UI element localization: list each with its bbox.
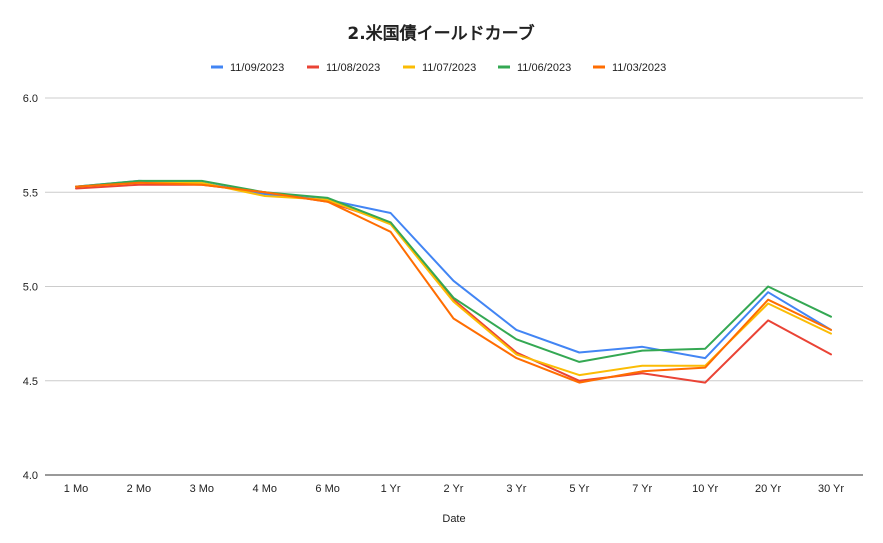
x-tick-label: 20 Yr — [755, 483, 781, 495]
y-tick-label: 4.0 — [23, 470, 38, 482]
y-tick-label: 5.0 — [23, 282, 38, 294]
legend-label: 11/09/2023 — [230, 62, 284, 74]
y-tick-label: 4.5 — [23, 376, 38, 388]
x-tick-label: 30 Yr — [818, 483, 844, 495]
x-tick-label: 1 Mo — [64, 483, 88, 495]
x-tick-label: 2 Yr — [444, 483, 464, 495]
gridlines — [45, 97, 863, 476]
series-lines — [75, 179, 832, 384]
legend: 11/09/2023 11/08/2023 11/07/2023 11/06/2023… — [211, 62, 666, 74]
x-tick-label: 5 Yr — [569, 483, 589, 495]
x-tick-label: 3 Mo — [190, 483, 214, 495]
legend-item: 11/09/2023 — [211, 62, 284, 74]
legend-label: 11/06/2023 — [517, 62, 571, 74]
x-axis-label: Date — [442, 513, 465, 525]
x-tick-label: 3 Yr — [506, 483, 526, 495]
legend-item: 11/07/2023 — [403, 62, 476, 74]
x-tick-label: 1 Yr — [381, 483, 401, 495]
legend-item: 11/03/2023 — [593, 62, 666, 74]
y-tick-label: 6.0 — [23, 93, 38, 105]
chart-title: 2.米国債イールドカーブ — [347, 23, 534, 44]
series-line-11-03-2023 — [75, 181, 832, 384]
legend-item: 11/08/2023 — [307, 62, 380, 74]
x-tick-label: 6 Mo — [315, 483, 339, 495]
y-tick-label: 5.5 — [23, 187, 38, 199]
legend-item: 11/06/2023 — [498, 62, 571, 74]
x-tick-label: 7 Yr — [632, 483, 652, 495]
x-axis-ticks: 1 Mo 2 Mo 3 Mo 4 Mo 6 Mo 1 Yr 2 Yr 3 Yr 5 Yr 7 Yr… — [64, 483, 845, 495]
x-tick-label: 2 Mo — [127, 483, 151, 495]
legend-label: 11/03/2023 — [612, 62, 666, 74]
legend-label: 11/08/2023 — [326, 62, 380, 74]
legend-label: 11/07/2023 — [422, 62, 476, 74]
x-tick-label: 4 Mo — [253, 483, 277, 495]
x-tick-label: 10 Yr — [692, 483, 718, 495]
series-line-11-07-2023 — [75, 181, 832, 377]
series-line-11-06-2023 — [75, 179, 832, 363]
series-line-11-09-2023 — [75, 179, 832, 360]
y-axis-ticks: 4.0 4.5 5.0 5.5 6.0 — [23, 93, 38, 482]
